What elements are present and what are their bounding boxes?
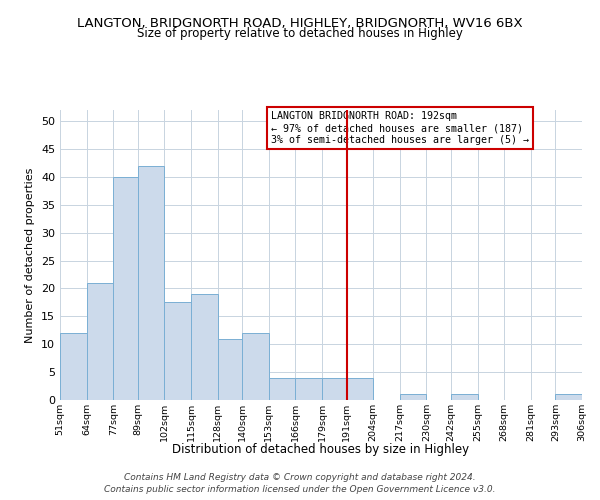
- Bar: [191, 294, 218, 400]
- Bar: [218, 338, 242, 400]
- Text: Size of property relative to detached houses in Highley: Size of property relative to detached ho…: [137, 28, 463, 40]
- Bar: [322, 378, 347, 400]
- Bar: [347, 378, 373, 400]
- Bar: [269, 378, 295, 400]
- Bar: [138, 166, 164, 400]
- Bar: [295, 378, 322, 400]
- Bar: [242, 333, 269, 400]
- Bar: [60, 333, 86, 400]
- Text: LANGTON BRIDGNORTH ROAD: 192sqm
← 97% of detached houses are smaller (187)
3% of: LANGTON BRIDGNORTH ROAD: 192sqm ← 97% of…: [271, 112, 529, 144]
- Text: Contains public sector information licensed under the Open Government Licence v3: Contains public sector information licen…: [104, 485, 496, 494]
- Bar: [556, 394, 582, 400]
- Bar: [86, 283, 113, 400]
- Bar: [113, 177, 138, 400]
- Text: Contains HM Land Registry data © Crown copyright and database right 2024.: Contains HM Land Registry data © Crown c…: [124, 472, 476, 482]
- Y-axis label: Number of detached properties: Number of detached properties: [25, 168, 35, 342]
- Bar: [400, 394, 427, 400]
- Text: LANGTON, BRIDGNORTH ROAD, HIGHLEY, BRIDGNORTH, WV16 6BX: LANGTON, BRIDGNORTH ROAD, HIGHLEY, BRIDG…: [77, 18, 523, 30]
- Bar: [164, 302, 191, 400]
- Bar: [451, 394, 478, 400]
- Text: Distribution of detached houses by size in Highley: Distribution of detached houses by size …: [172, 442, 470, 456]
